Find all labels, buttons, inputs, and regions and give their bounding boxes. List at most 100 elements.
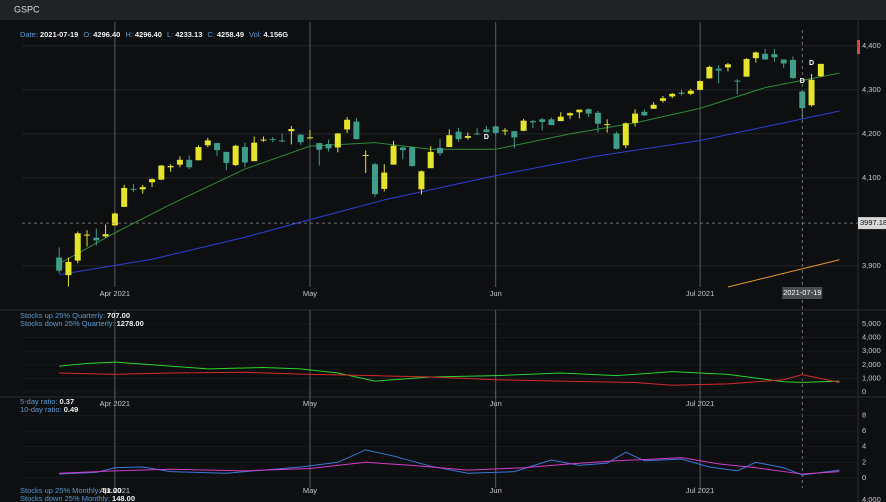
info-row: Date: 2021-07-19 O: 4296.40 H: 4296.40 L: 4233.… [20, 30, 288, 39]
candle-body [650, 104, 657, 109]
candle-body [418, 171, 425, 190]
y-tick-label: 1,000 [862, 373, 881, 382]
chart-area [0, 20, 886, 502]
info-label: Stocks up 25% Quarterly: [20, 311, 105, 320]
info-value: 4233.13 [175, 30, 202, 39]
candle-body [724, 64, 731, 68]
info-value: 4296.40 [135, 30, 162, 39]
candle-body [371, 164, 378, 195]
candle-body [762, 53, 769, 60]
candle-body [464, 136, 471, 138]
candle-body [771, 54, 778, 58]
info-value: 51.00 [102, 486, 121, 495]
candle-body [362, 154, 369, 156]
candle-body [492, 126, 499, 133]
candle-body [56, 257, 63, 271]
x-tick-label: May [303, 486, 317, 495]
y-tick-label: 3,900 [862, 261, 881, 270]
candle-body [576, 109, 583, 113]
y-tick-label: 2,000 [862, 360, 881, 369]
candle-body [808, 79, 815, 106]
series-line [59, 371, 840, 386]
candle-body [641, 111, 648, 116]
candle-body [269, 139, 276, 141]
candle-body [204, 140, 211, 146]
candle-body [102, 234, 109, 237]
candle-body [297, 134, 304, 143]
candle-body [799, 91, 806, 109]
date-label: 2021-07-19 [783, 288, 821, 297]
candle-body [260, 139, 267, 141]
x-tick-label: Apr 2021 [100, 486, 130, 495]
candle-body [251, 142, 258, 162]
info-value: 2021-07-19 [40, 30, 78, 39]
candle-body [427, 151, 434, 169]
title-bar [0, 0, 886, 20]
candle-body [557, 116, 564, 122]
info-label: Vol: [249, 30, 262, 39]
info-row: Stocks down 25% Quarterly: 1278.00 [20, 319, 144, 328]
series-line [59, 110, 840, 276]
info-label: H: [125, 30, 133, 39]
y-tick-label: 4,000 [862, 495, 881, 502]
candle-body [669, 93, 676, 97]
info-row: Stocks up 25% Quarterly: 707.00 [20, 311, 130, 320]
candle-body [567, 113, 574, 116]
candle-body [390, 145, 397, 165]
candle-body [176, 159, 183, 165]
candle-body [715, 68, 722, 71]
candle-body [214, 143, 221, 151]
info-value: 0.37 [60, 397, 75, 406]
y-tick-label: 4,200 [862, 129, 881, 138]
info-value: 4.156G [264, 30, 289, 39]
candle-body [817, 63, 824, 77]
annotation: D [484, 134, 489, 141]
candle-body [483, 129, 490, 133]
candle-body [325, 143, 332, 149]
info-row: Stocks down 25% Monthly: 148.00 [20, 494, 135, 502]
candle-body [789, 59, 796, 78]
candle-body [437, 147, 443, 154]
candle-body [446, 135, 453, 148]
info-value: 707.00 [107, 311, 130, 320]
info-value: 0.49 [64, 405, 79, 414]
x-tick-label: Jul 2021 [686, 486, 714, 495]
candle-body [399, 147, 406, 151]
candle-body [622, 123, 629, 146]
info-label: Stocks up 25% Monthly: [20, 486, 100, 495]
info-value: 4296.40 [93, 30, 120, 39]
candle-body [344, 119, 351, 130]
series-line [59, 361, 840, 383]
candle-body [65, 261, 72, 276]
candle-body [687, 90, 694, 94]
candle-body [306, 137, 313, 139]
y-tick-label: 4,000 [862, 333, 881, 342]
y-tick-label: 8 [862, 411, 866, 420]
candle-body [780, 59, 787, 64]
candle-body [149, 179, 156, 183]
x-tick-label: Jun [490, 486, 502, 495]
y-tick-label: 2 [862, 457, 866, 466]
candle-body [111, 213, 118, 226]
candle-body [232, 145, 239, 166]
candle-body [139, 187, 146, 190]
candle-body [548, 119, 555, 126]
info-label: Stocks down 25% Monthly: [20, 494, 110, 502]
price-label-box [858, 217, 886, 230]
info-value: 4258.49 [217, 30, 244, 39]
info-row: 5-day ratio: 0.37 [20, 397, 74, 406]
candle-body [585, 109, 592, 114]
x-tick-label: Jun [490, 289, 502, 298]
y-tick-label: 4,300 [862, 85, 881, 94]
candle-body [223, 151, 230, 163]
candle-body [632, 113, 639, 123]
candle-body [474, 133, 481, 135]
candle-body [455, 131, 462, 140]
info-label: 10-day ratio: [20, 405, 62, 414]
charts: 3,900 4,100 4,200 4,300 4,400 Apr 2021 May Jun J… [20, 22, 886, 502]
candle-body [604, 124, 611, 126]
candle-body [381, 172, 388, 189]
info-label: O: [83, 30, 91, 39]
info-label: C: [207, 30, 215, 39]
